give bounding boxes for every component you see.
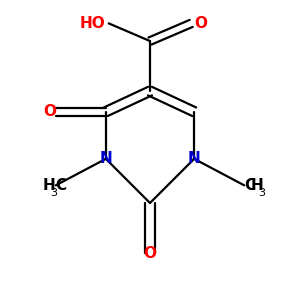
Text: C: C (55, 178, 66, 193)
Text: N: N (188, 151, 200, 166)
Text: HO: HO (80, 16, 106, 31)
Text: 3: 3 (50, 188, 57, 198)
Text: N: N (100, 151, 112, 166)
Text: H: H (251, 178, 263, 193)
Text: H: H (43, 178, 56, 193)
Text: O: O (44, 104, 56, 119)
Text: C: C (244, 178, 255, 193)
Text: O: O (143, 246, 157, 261)
Text: O: O (194, 16, 207, 31)
Text: 3: 3 (258, 188, 266, 198)
